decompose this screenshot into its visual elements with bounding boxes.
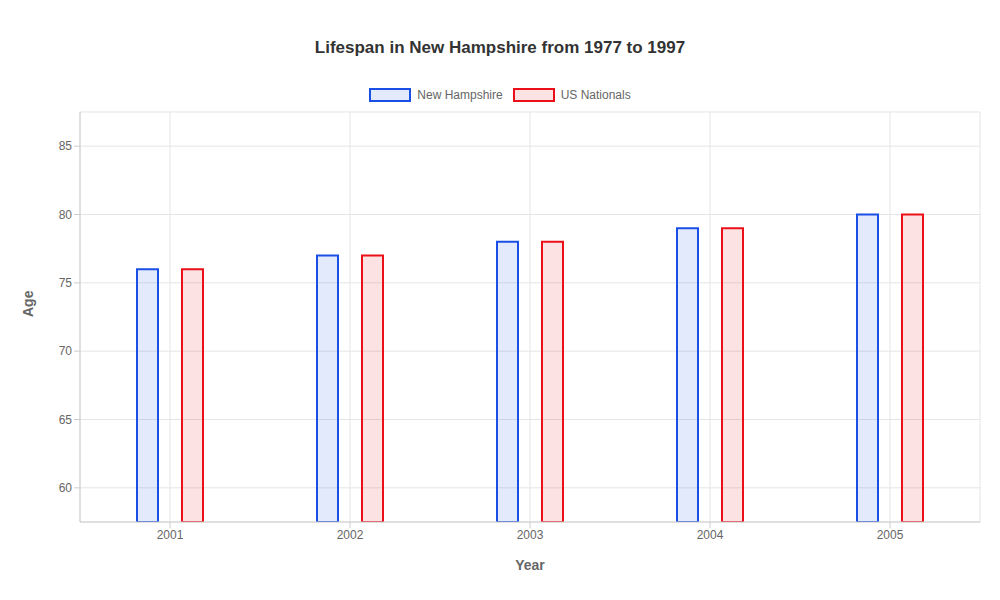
svg-text:2005: 2005 (877, 528, 904, 542)
html-text:New Hampshire: New Hampshire (417, 88, 503, 102)
svg-text:65: 65 (59, 413, 73, 427)
svg-text:2003: 2003 (517, 528, 544, 542)
svg-text:80: 80 (59, 208, 73, 222)
svg-text:2002: 2002 (337, 528, 364, 542)
svg-text:70: 70 (59, 344, 73, 358)
svg-text:2004: 2004 (697, 528, 724, 542)
svg-text:2001: 2001 (157, 528, 184, 542)
svg-text:75: 75 (59, 276, 73, 290)
svg-text:85: 85 (59, 139, 73, 153)
html-text:Lifespan in New Hampshire from: Lifespan in New Hampshire from 1977 to 1… (314, 38, 686, 57)
svg-text:Age: Age (20, 290, 36, 317)
svg-text:60: 60 (59, 481, 73, 495)
html-text:US Nationals: US Nationals (560, 88, 631, 102)
svg-text:Year: Year (515, 557, 545, 573)
